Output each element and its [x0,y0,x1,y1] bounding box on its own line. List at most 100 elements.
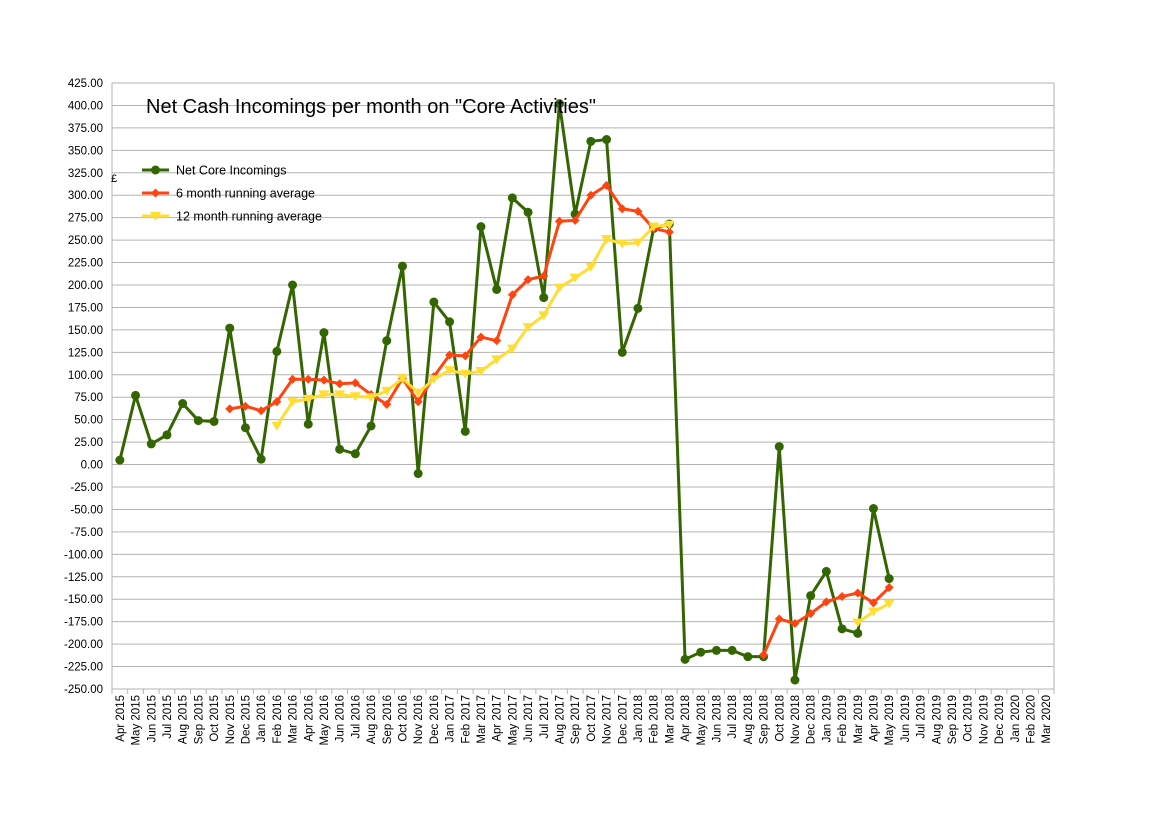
x-tick-label: Oct 2015 [209,695,221,742]
y-tick-label: 250.00 [68,235,103,247]
series-12-month-running-average [271,220,895,628]
data-point [475,367,487,376]
data-point [586,190,596,200]
x-tick-label: Mar 2019 [853,695,865,744]
data-point [569,273,581,283]
data-point [319,375,329,385]
data-point [256,454,266,464]
data-point [428,375,440,384]
y-tick-label: 100.00 [68,370,103,382]
data-point [774,614,784,624]
data-point [349,392,361,401]
data-point [412,388,424,398]
data-point [507,290,517,300]
data-point [522,323,534,332]
data-point [397,261,407,271]
data-point [852,618,864,628]
x-tick-label: Nov 2016 [413,695,425,744]
data-point [413,469,423,479]
x-axis-tick-labels: Apr 2015 May 2015 Jun 2015 Jul 2015 Aug 2015… [115,695,1053,746]
series-6-month-running-average [225,180,894,660]
data-point [350,449,360,459]
x-tick-label: Dec 2016 [429,695,441,744]
y-tick-label: 175.00 [68,302,103,314]
data-point [507,193,517,203]
data-point [335,444,345,454]
x-tick-label: Sep 2016 [382,695,394,744]
data-point [837,624,847,634]
data-point [821,597,831,607]
y-tick-label: 325.00 [68,168,103,180]
y-tick-label: 400.00 [68,100,103,112]
data-point [883,599,895,609]
y-tick-label: 0.00 [81,460,103,472]
x-tick-label: Aug 2016 [366,695,378,744]
data-point [539,293,549,303]
data-point [302,394,314,404]
data-point [806,591,816,601]
data-point [601,235,613,244]
x-tick-label: Aug 2015 [178,695,190,744]
legend-label: 6 month running average [176,187,315,201]
data-point [616,239,628,249]
x-tick-label: Feb 2019 [837,695,849,744]
data-point [680,654,690,664]
data-point [523,275,533,285]
data-point [288,374,298,384]
data-point [150,211,161,221]
data-point [288,280,298,290]
data-point [335,379,345,389]
y-tick-label: 125.00 [68,347,103,359]
x-tick-label: Jan 2018 [633,695,645,742]
y-tick-label: -200.00 [64,639,103,651]
data-point [460,351,470,361]
x-tick-label: Jul 2016 [350,695,362,738]
x-tick-label: Sep 2019 [947,695,959,744]
x-tick-label: Sep 2015 [193,695,205,744]
data-point [884,583,894,593]
x-tick-label: May 2015 [131,695,143,746]
x-tick-label: Jan 2020 [1010,695,1022,742]
data-point [806,609,816,619]
x-tick-label: Jan 2016 [256,695,268,742]
y-tick-label: -125.00 [64,572,103,584]
data-point [303,419,313,429]
x-tick-label: Oct 2017 [586,695,598,742]
x-tick-label: Dec 2015 [240,695,252,744]
x-tick-label: Jul 2015 [162,695,174,738]
data-point [853,628,863,638]
y-tick-label: 25.00 [74,437,103,449]
data-point [539,271,549,281]
data-point [115,455,125,465]
x-tick-label: Jun 2017 [523,695,535,742]
data-point [151,165,160,175]
data-point [445,350,455,360]
x-tick-label: Oct 2018 [774,695,786,742]
data-point [271,421,283,431]
y-tick-label: 75.00 [74,392,103,404]
y-tick-label: -75.00 [70,527,103,539]
data-point [318,390,330,400]
x-tick-label: Mar 2018 [664,695,676,744]
y-axis-tick-labels: -250.00 -225.00 -200.00 -175.00 -150.00 -125.… [64,78,103,696]
x-tick-label: May 2017 [507,695,519,746]
x-tick-label: Apr 2015 [115,695,127,742]
data-point [381,386,393,396]
legend: Net Core Incomings 6 month running averag… [142,164,322,224]
data-point [602,135,612,145]
x-tick-label: Jul 2019 [916,695,928,738]
data-point [429,297,439,307]
data-point [382,399,392,409]
data-point [617,204,627,214]
x-tick-label: Feb 2018 [649,695,661,744]
data-point [633,206,643,216]
data-point [151,188,160,198]
data-point [868,504,878,514]
data-point [664,227,674,237]
x-tick-label: Nov 2017 [602,695,614,744]
x-tick-label: Oct 2019 [963,695,975,742]
data-point [648,222,660,232]
data-point [696,647,706,657]
x-tick-label: Sep 2018 [759,695,771,744]
